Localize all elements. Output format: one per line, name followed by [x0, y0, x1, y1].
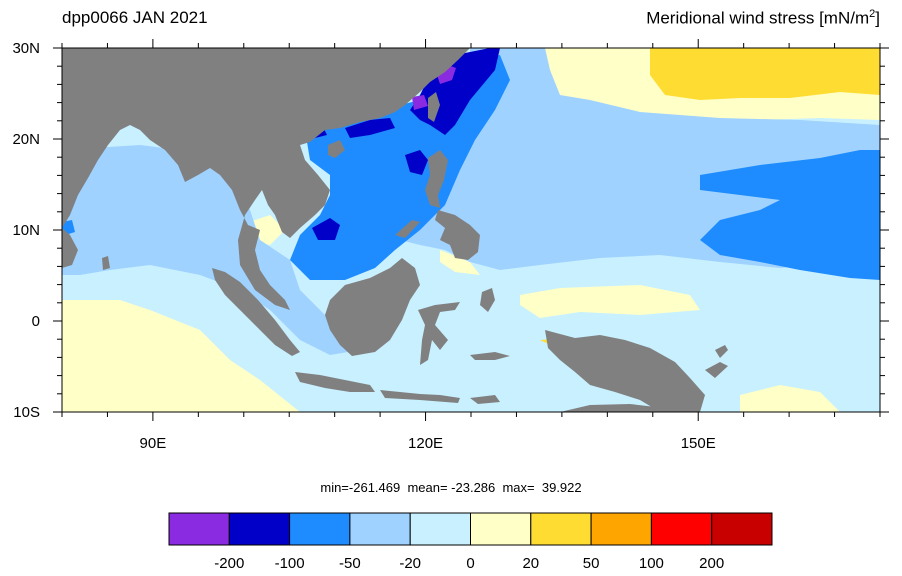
land-borneo — [325, 258, 420, 356]
y-tick-label: 0 — [32, 313, 40, 330]
field-statistics: min=-261.469 mean= -23.286 max= 39.922 — [320, 480, 582, 495]
land-philippines — [435, 210, 480, 260]
field-region — [740, 385, 840, 412]
land-sunda — [380, 390, 460, 403]
field-region — [405, 150, 428, 175]
land-luzon — [425, 150, 448, 208]
field-region — [437, 65, 456, 84]
land-india — [62, 228, 78, 268]
map-title: dpp0066 JAN 2021 — [62, 8, 208, 27]
land-seram — [470, 352, 510, 360]
x-tick-label: 150E — [681, 435, 716, 452]
land-sumatra — [212, 268, 300, 356]
land-moluccas — [480, 288, 495, 312]
x-tick-label: 90E — [140, 435, 167, 452]
field-region — [412, 95, 428, 110]
field-region — [345, 118, 395, 138]
land-hainan — [328, 140, 345, 158]
field-region — [520, 285, 700, 318]
land-timor — [470, 395, 500, 404]
land-taiwan — [428, 92, 440, 122]
field-region — [312, 218, 340, 240]
land-new-ireland — [715, 345, 728, 358]
y-tick-label: 20N — [12, 131, 40, 148]
y-tick-label: 30N — [12, 40, 40, 57]
x-tick-label: 120E — [408, 435, 443, 452]
land-new-guinea — [545, 330, 705, 412]
land-new-britain — [705, 362, 728, 378]
field-region — [650, 48, 880, 100]
variable-title-text: Meridional wind stress [mN/m — [646, 8, 870, 28]
y-tick-label: 10S — [13, 404, 40, 421]
land-palawan — [395, 220, 420, 238]
variable-title-sup: 2 — [869, 8, 876, 20]
field-region — [440, 250, 480, 275]
y-tick-label: 10N — [12, 222, 40, 239]
land-sulawesi — [418, 302, 460, 365]
land-asia — [62, 48, 470, 310]
field-region — [62, 300, 300, 412]
variable-title-end: ] — [875, 8, 880, 28]
land-sri-lanka — [102, 256, 110, 270]
field-region — [700, 150, 880, 280]
land-java — [295, 372, 375, 392]
land-australia — [560, 404, 680, 412]
axis-tick-labels: 90E 120E 150E 30N 20N 10N 0 10S — [12, 40, 715, 452]
axis-ticks — [53, 39, 889, 421]
variable-title: Meridional wind stress [mN/m2] — [646, 8, 880, 29]
